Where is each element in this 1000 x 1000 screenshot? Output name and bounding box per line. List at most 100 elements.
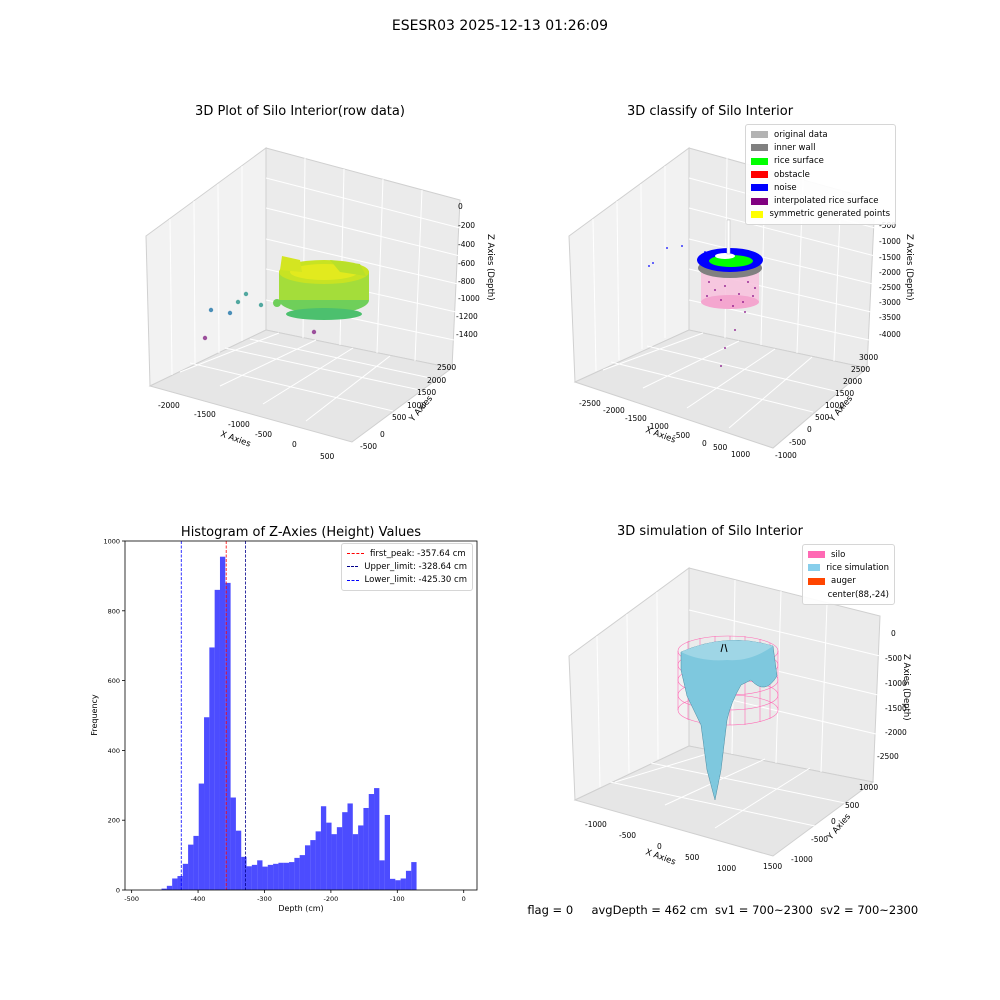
y-tick-label: 800 <box>108 607 120 615</box>
x-axis-label: Depth (cm) <box>278 904 323 913</box>
z-tick: -1000 <box>458 294 480 303</box>
histogram-bar <box>315 831 321 890</box>
legend-label: auger <box>831 576 856 587</box>
histogram-bar <box>214 589 220 890</box>
legend-label: first_peak: -357.64 cm <box>370 548 466 559</box>
y-tick: 3000 <box>859 353 878 362</box>
histogram-bar <box>405 870 412 890</box>
z-axis-label: Z Axies (Depth) <box>485 234 495 301</box>
legend-swatch <box>751 144 768 152</box>
z-axis-label: Z Axies (Depth) <box>901 654 911 721</box>
y-tick-label: 400 <box>108 747 120 755</box>
z-tick: -1400 <box>456 330 478 339</box>
z-tick: -1000 <box>879 237 901 246</box>
z-tick: -200 <box>458 221 475 230</box>
z-tick: -4000 <box>879 330 901 339</box>
y-tick: 500 <box>392 413 407 422</box>
legend-swatch <box>808 551 825 559</box>
y-tick: 0 <box>380 430 385 439</box>
legend-entry: symmetric generated points <box>751 208 890 221</box>
legend-swatch <box>751 157 768 165</box>
legend-line-sample <box>347 553 364 555</box>
histogram-bar <box>193 835 199 890</box>
z-tick: -500 <box>879 221 896 230</box>
legend-swatch <box>751 197 768 205</box>
z-tick: -2000 <box>885 728 907 737</box>
legend-swatch <box>808 577 825 585</box>
histogram-bar <box>209 647 215 890</box>
z-tick: -1200 <box>456 312 478 321</box>
histogram-bar <box>374 788 380 890</box>
legend-entry: rice surface <box>751 155 890 168</box>
classify-legend: original data inner wall rice surface obsta… <box>745 124 896 226</box>
histogram-bar <box>389 878 396 890</box>
legend-entry: silo <box>808 548 889 561</box>
legend-label: Upper_limit: -328.64 cm <box>364 561 467 572</box>
x-tick: -1500 <box>625 414 647 423</box>
histogram-bar <box>219 556 226 890</box>
legend-label: noise <box>774 182 797 193</box>
legend-label: obstacle <box>774 169 810 180</box>
simulation-legend: silo rice simulation auger center(88,-24) <box>802 544 895 606</box>
histogram-title: Histogram of Z-Axies (Height) Values <box>180 525 422 540</box>
x-tick: 500 <box>685 853 700 862</box>
histogram-bar <box>336 827 343 890</box>
legend-swatch <box>751 131 768 139</box>
status-line: flag = 0 avgDepth = 462 cm sv1 = 700~230… <box>520 889 918 917</box>
histogram-bar <box>198 783 205 890</box>
y-tick: 1500 <box>835 389 854 398</box>
histogram-bar <box>251 864 258 890</box>
x-tick: -1000 <box>647 422 669 431</box>
z-tick-labels: 0 -200 -400 -600 -800 -1000 -1200 -1400 <box>456 202 480 339</box>
x-tick: 0 <box>702 439 707 448</box>
y-tick: 2500 <box>437 363 456 372</box>
histogram-bar <box>326 822 332 890</box>
panel-classify-title: 3D classify of Silo Interior <box>626 104 794 119</box>
y-tick-label: 600 <box>108 677 120 685</box>
histogram-bar <box>246 866 252 890</box>
legend-swatch <box>751 171 768 179</box>
y-tick: 2000 <box>843 377 862 386</box>
z-tick: -2500 <box>877 752 899 761</box>
z-tick: -500 <box>885 654 902 663</box>
x-ticks: -500 -400 -300 -200 -100 0 <box>124 890 466 903</box>
histogram-bar <box>347 803 353 890</box>
histogram-bar <box>161 888 167 890</box>
legend-swatch <box>751 184 768 192</box>
x-tick-label: -300 <box>257 895 272 903</box>
silo-point-cloud <box>279 256 369 320</box>
y-tick: -1000 <box>791 855 813 864</box>
y-tick-label: 0 <box>116 887 120 895</box>
histogram-bar <box>225 582 231 890</box>
panel-raw-title: 3D Plot of Silo Interior(row data) <box>195 104 405 119</box>
legend-label: rice simulation <box>826 562 889 573</box>
z-tick-labels: 0 -500 -1000 -1500 -2000 -2500 <box>877 629 907 761</box>
legend-swatch <box>808 591 822 598</box>
histogram-bar <box>172 878 178 890</box>
y-tick-labels: -1000 -500 0 500 1000 <box>791 783 878 864</box>
classified-cloud <box>648 219 763 367</box>
z-tick: -3500 <box>879 313 901 322</box>
y-tick: 2500 <box>851 365 870 374</box>
histogram-bar <box>257 860 263 890</box>
x-tick: -2500 <box>579 399 601 408</box>
z-tick: -2500 <box>879 283 901 292</box>
sv1-text: sv1 = 700~2300 <box>715 903 813 917</box>
y-tick: -500 <box>789 438 806 447</box>
z-tick: -1500 <box>885 704 907 713</box>
x-tick-label: -400 <box>191 895 206 903</box>
histogram-bar <box>241 856 247 890</box>
legend-label: inner wall <box>774 142 816 153</box>
y-tick-label: 1000 <box>103 538 120 546</box>
x-tick-label: 0 <box>462 895 466 903</box>
y-tick: 500 <box>845 801 860 810</box>
y-axis-label: Y Axies <box>825 812 853 843</box>
z-tick-labels: -500 -1000 -1500 -2000 -2500 -3000 -3500… <box>879 221 901 339</box>
panel-simulation-3d: 3D simulation of Silo Interior -10 <box>555 520 955 880</box>
histogram-bar <box>384 814 390 890</box>
x-tick-label: -500 <box>124 895 139 903</box>
histogram-bar <box>235 830 242 890</box>
z-tick: -600 <box>458 259 475 268</box>
x-tick: -500 <box>673 431 690 440</box>
z-tick: 0 <box>458 202 463 211</box>
